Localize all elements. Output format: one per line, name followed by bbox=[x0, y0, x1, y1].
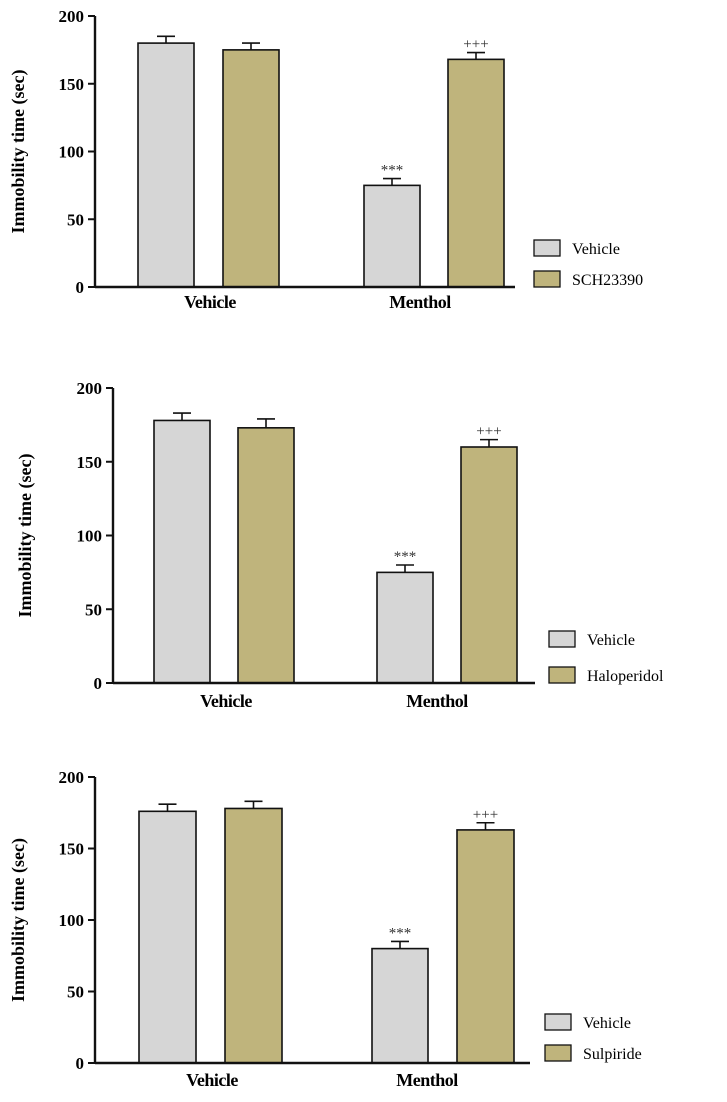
bar-vehicle-vehicle bbox=[138, 810, 197, 1064]
y-axis-label: Immobility time (sec) bbox=[8, 838, 29, 1002]
x-category-label: Menthol bbox=[389, 292, 451, 312]
legend-swatch bbox=[548, 630, 576, 648]
legend-entry: Vehicle bbox=[587, 632, 635, 649]
legend-entry: Haloperidol bbox=[587, 668, 664, 685]
y-tick-label: 150 bbox=[59, 75, 85, 94]
y-tick-label: 50 bbox=[67, 983, 84, 1002]
significance-marker: +++ bbox=[473, 807, 498, 823]
y-axis-label: Immobility time (sec) bbox=[15, 454, 36, 618]
bar-sulpiride-menthol bbox=[456, 829, 515, 1064]
bar-vehicle-vehicle bbox=[137, 42, 195, 288]
y-tick-label: 100 bbox=[77, 527, 103, 546]
y-tick-label: 100 bbox=[59, 911, 85, 930]
legend-swatch bbox=[548, 666, 576, 684]
legend-swatch bbox=[533, 239, 561, 257]
x-category-label: Menthol bbox=[406, 691, 468, 711]
x-category-label: Vehicle bbox=[184, 292, 236, 312]
y-tick-label: 0 bbox=[76, 1054, 85, 1073]
bar-vehicle-menthol bbox=[371, 947, 429, 1064]
y-tick-label: 200 bbox=[59, 7, 85, 26]
bar-sch23390-menthol bbox=[447, 58, 505, 288]
y-tick-label: 0 bbox=[94, 674, 103, 693]
x-category-label: Menthol bbox=[396, 1070, 458, 1090]
significance-marker: *** bbox=[381, 163, 404, 179]
significance-marker: *** bbox=[389, 925, 412, 941]
bar-haloperidol-vehicle bbox=[237, 427, 295, 684]
legend-swatch bbox=[544, 1013, 572, 1031]
legend-entry: SCH23390 bbox=[572, 272, 643, 289]
bar-sch23390-vehicle bbox=[222, 49, 280, 288]
x-category-label: Vehicle bbox=[200, 691, 252, 711]
y-tick-label: 200 bbox=[59, 768, 85, 787]
chart-panel-1: Immobility time (sec) 0 50 100 150 200 Vehicle… bbox=[8, 7, 643, 312]
legend-entry: Vehicle bbox=[572, 241, 620, 258]
y-tick-label: 100 bbox=[59, 143, 85, 162]
significance-marker: *** bbox=[394, 549, 417, 565]
significance-marker: +++ bbox=[476, 424, 501, 440]
y-tick-label: 150 bbox=[59, 840, 85, 859]
significance-marker: +++ bbox=[463, 37, 488, 53]
y-tick-label: 200 bbox=[77, 379, 103, 398]
legend-swatch bbox=[544, 1044, 572, 1062]
x-category-label: Vehicle bbox=[186, 1070, 238, 1090]
bar-haloperidol-menthol bbox=[460, 446, 518, 684]
legend-entry: Sulpiride bbox=[583, 1046, 642, 1063]
y-axis-label: Immobility time (sec) bbox=[8, 70, 29, 234]
bar-vehicle-vehicle bbox=[153, 419, 211, 684]
chart-panel-3: Immobility time (sec) 0 50 100 150 200 Vehicle… bbox=[8, 768, 642, 1090]
y-tick-label: 150 bbox=[77, 453, 103, 472]
bar-vehicle-menthol bbox=[363, 184, 421, 288]
y-tick-label: 50 bbox=[85, 600, 102, 619]
legend-swatch bbox=[533, 270, 561, 288]
y-tick-label: 50 bbox=[67, 210, 84, 229]
y-tick-label: 0 bbox=[76, 278, 85, 297]
chart-panel-2: Immobility time (sec) 0 50 100 150 200 Vehicle… bbox=[15, 379, 664, 711]
legend-entry: Vehicle bbox=[583, 1015, 631, 1032]
bar-sulpiride-vehicle bbox=[224, 807, 283, 1064]
bar-vehicle-menthol bbox=[376, 571, 434, 684]
